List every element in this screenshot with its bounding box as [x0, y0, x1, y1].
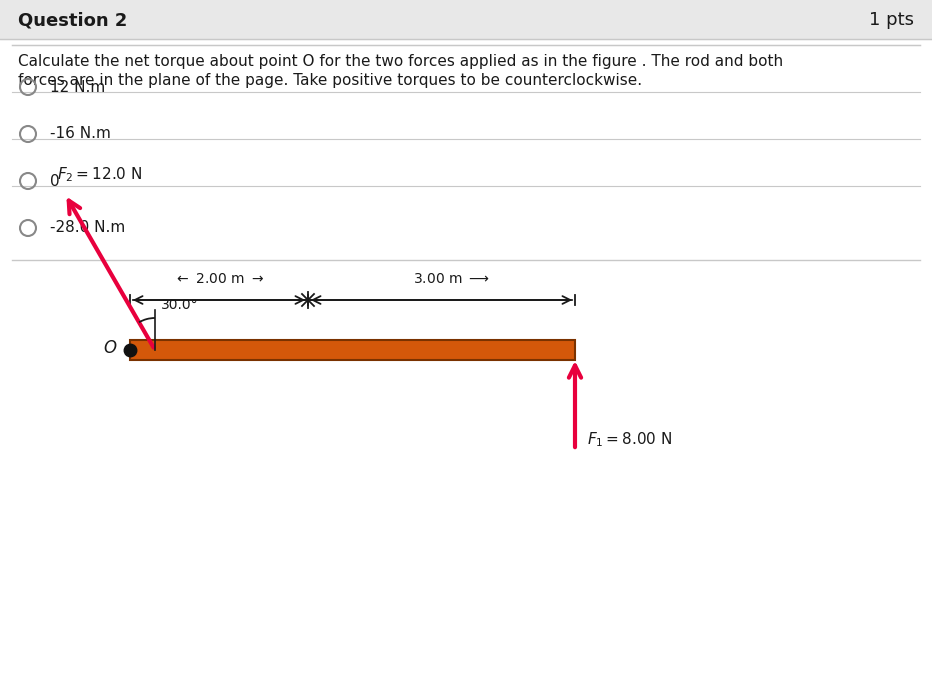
Text: forces are in the plane of the page. Take positive torques to be counterclockwis: forces are in the plane of the page. Tak… — [18, 73, 642, 88]
Text: $F_1 = 8.00$ N: $F_1 = 8.00$ N — [587, 431, 672, 449]
Bar — [130, 340, 575, 360]
Text: 30.0°: 30.0° — [161, 298, 199, 312]
Text: $\leftarrow$ 2.00 m $\rightarrow$: $\leftarrow$ 2.00 m $\rightarrow$ — [174, 272, 264, 286]
Text: O: O — [103, 339, 116, 357]
Text: -28.0 N.m: -28.0 N.m — [50, 221, 125, 235]
Text: 12 N.m: 12 N.m — [50, 79, 105, 95]
Text: 1 pts: 1 pts — [869, 11, 914, 29]
Text: $F_2 = 12.0$ N: $F_2 = 12.0$ N — [57, 166, 143, 184]
Text: 0: 0 — [50, 173, 60, 188]
Bar — [130, 340, 575, 360]
Text: 3.00 m $\longrightarrow$: 3.00 m $\longrightarrow$ — [413, 272, 490, 286]
Bar — [0, 0, 932, 39]
Text: Question 2: Question 2 — [18, 11, 128, 29]
Text: Calculate the net torque about point O for the two forces applied as in the figu: Calculate the net torque about point O f… — [18, 54, 783, 69]
Text: -16 N.m: -16 N.m — [50, 126, 111, 141]
